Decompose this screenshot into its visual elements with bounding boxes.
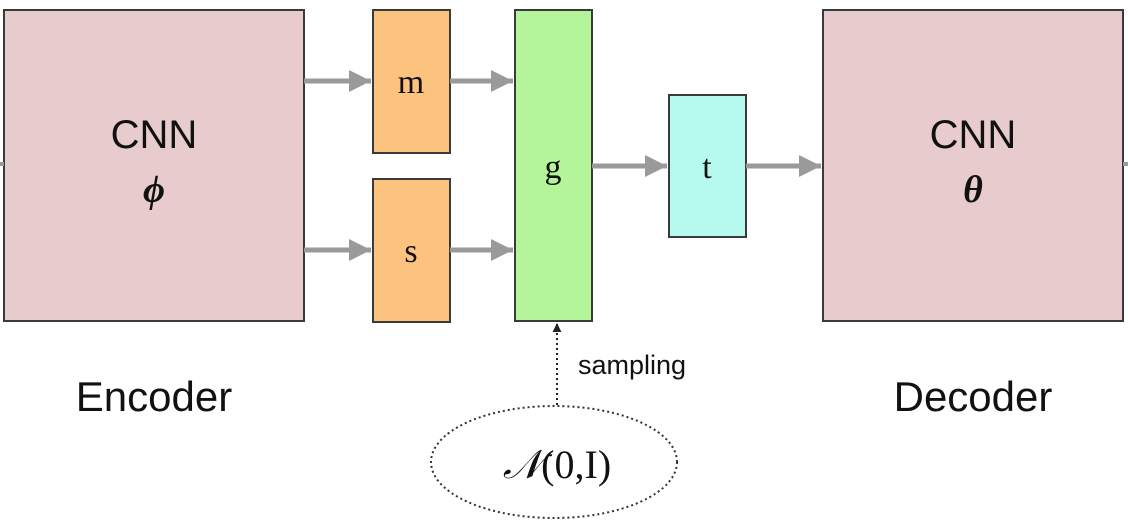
- m-label: m: [398, 64, 424, 101]
- m-node: [372, 9, 451, 154]
- sampling-label: sampling: [578, 350, 686, 380]
- decoder-block: [822, 9, 1124, 322]
- t-label: t: [702, 149, 712, 186]
- decoder-param: θ: [963, 169, 983, 211]
- decoder-title: CNN: [930, 113, 1017, 157]
- s-label: s: [404, 233, 417, 270]
- encoder-block: [3, 9, 305, 322]
- decoder-caption: Decoder: [894, 373, 1053, 420]
- encoder-caption: Encoder: [76, 373, 232, 420]
- distribution-label: 𝒩(0,I): [503, 442, 611, 487]
- distribution-ellipse: [430, 405, 678, 519]
- encoder-title: CNN: [111, 113, 198, 157]
- g-node: [514, 9, 593, 322]
- s-node: [372, 178, 451, 323]
- g-label: g: [545, 149, 562, 186]
- encoder-param: ϕ: [143, 169, 165, 211]
- distribution-args: (0,I): [541, 442, 611, 487]
